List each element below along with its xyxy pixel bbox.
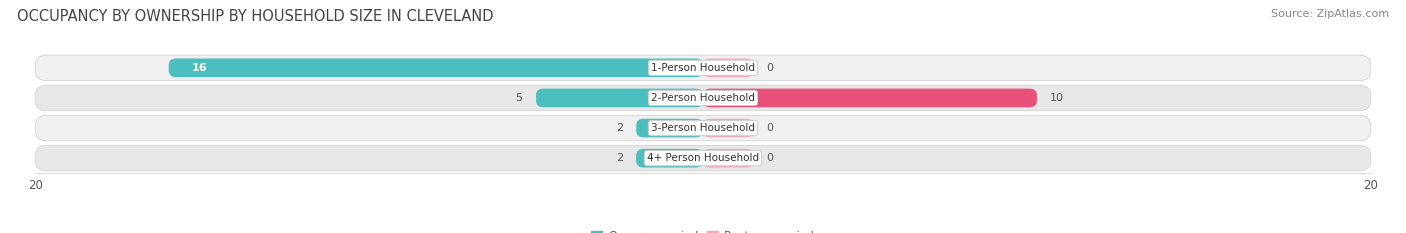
- FancyBboxPatch shape: [703, 89, 1036, 107]
- Text: 2: 2: [616, 153, 623, 163]
- Text: 0: 0: [766, 123, 773, 133]
- Text: 4+ Person Household: 4+ Person Household: [647, 153, 759, 163]
- FancyBboxPatch shape: [169, 58, 703, 77]
- FancyBboxPatch shape: [703, 58, 754, 77]
- Text: 2-Person Household: 2-Person Household: [651, 93, 755, 103]
- FancyBboxPatch shape: [636, 149, 703, 168]
- Text: 0: 0: [766, 153, 773, 163]
- Text: OCCUPANCY BY OWNERSHIP BY HOUSEHOLD SIZE IN CLEVELAND: OCCUPANCY BY OWNERSHIP BY HOUSEHOLD SIZE…: [17, 9, 494, 24]
- Text: Source: ZipAtlas.com: Source: ZipAtlas.com: [1271, 9, 1389, 19]
- FancyBboxPatch shape: [35, 115, 1371, 141]
- Text: 3-Person Household: 3-Person Household: [651, 123, 755, 133]
- FancyBboxPatch shape: [703, 119, 754, 137]
- Text: 16: 16: [193, 63, 208, 73]
- Text: 0: 0: [766, 63, 773, 73]
- FancyBboxPatch shape: [703, 149, 754, 168]
- Text: 1-Person Household: 1-Person Household: [651, 63, 755, 73]
- Text: 10: 10: [1050, 93, 1064, 103]
- FancyBboxPatch shape: [536, 89, 703, 107]
- FancyBboxPatch shape: [636, 119, 703, 137]
- Legend: Owner-occupied, Renter-occupied: Owner-occupied, Renter-occupied: [586, 227, 820, 233]
- FancyBboxPatch shape: [35, 55, 1371, 81]
- FancyBboxPatch shape: [35, 145, 1371, 171]
- Text: 5: 5: [516, 93, 523, 103]
- FancyBboxPatch shape: [35, 85, 1371, 111]
- Text: 2: 2: [616, 123, 623, 133]
